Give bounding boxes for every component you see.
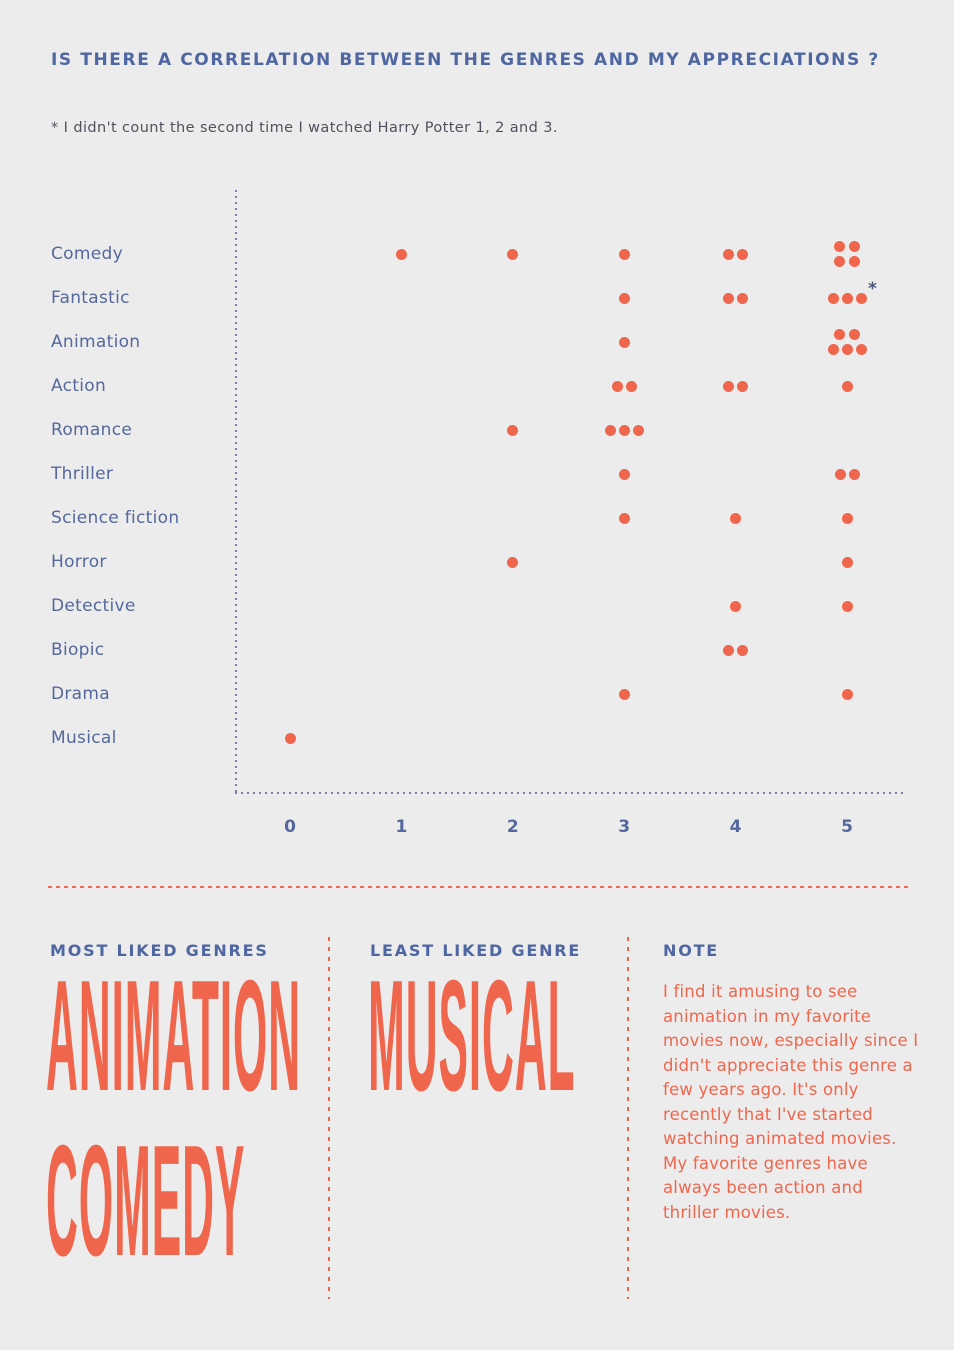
most-liked-heading: MOST LIKED GENRES bbox=[50, 941, 269, 960]
data-dot bbox=[395, 248, 407, 260]
data-dot bbox=[611, 380, 623, 392]
x-axis-line bbox=[235, 792, 905, 794]
genre-label-fantastic: Fantastic bbox=[51, 288, 130, 308]
genre-label-biopic: Biopic bbox=[51, 640, 105, 660]
data-dot bbox=[618, 512, 630, 524]
genre-label-animation: Animation bbox=[51, 332, 141, 352]
y-axis-line bbox=[235, 190, 237, 792]
data-dot bbox=[834, 256, 845, 267]
data-dot bbox=[723, 644, 735, 656]
most-liked-value-animation: ANIMATION bbox=[46, 948, 301, 1124]
harry-potter-asterisk: * bbox=[868, 279, 877, 299]
data-dot bbox=[855, 344, 867, 355]
data-dot bbox=[618, 424, 630, 436]
data-dot bbox=[827, 292, 839, 304]
column-separator-2 bbox=[627, 937, 629, 1299]
genre-label-musical: Musical bbox=[51, 728, 117, 748]
data-dot bbox=[849, 241, 860, 252]
least-liked-value-musical: MUSICAL bbox=[368, 948, 576, 1124]
data-dot bbox=[841, 556, 853, 568]
data-dot bbox=[723, 380, 735, 392]
note-paragraph: I find it amusing to see animation in my… bbox=[663, 982, 919, 1222]
data-dot bbox=[618, 688, 630, 700]
data-dot bbox=[730, 600, 742, 612]
genre-label-comedy: Comedy bbox=[51, 244, 123, 264]
data-dot bbox=[507, 556, 519, 568]
data-dot bbox=[625, 380, 637, 392]
data-dot bbox=[849, 329, 860, 340]
data-dot bbox=[618, 336, 630, 348]
data-dot bbox=[841, 380, 853, 392]
data-dot bbox=[841, 512, 853, 524]
genre-label-drama: Drama bbox=[51, 684, 110, 704]
genre-label-romance: Romance bbox=[51, 420, 133, 440]
x-tick-label-1: 1 bbox=[395, 817, 408, 837]
data-dot bbox=[737, 292, 749, 304]
x-tick-label-3: 3 bbox=[618, 817, 631, 837]
data-dot bbox=[723, 248, 735, 260]
data-dot bbox=[507, 248, 519, 260]
data-dot bbox=[507, 424, 519, 436]
data-dot bbox=[737, 380, 749, 392]
data-dot bbox=[618, 248, 630, 260]
data-dot bbox=[849, 256, 860, 267]
chart-footnote: * I didn't count the second time I watch… bbox=[51, 120, 558, 136]
data-dot bbox=[848, 468, 860, 480]
data-dot bbox=[827, 344, 839, 355]
data-dot bbox=[618, 292, 630, 304]
data-dot bbox=[841, 344, 853, 355]
genre-label-action: Action bbox=[51, 376, 107, 396]
note-heading: NOTE bbox=[663, 941, 720, 960]
data-dot bbox=[737, 248, 749, 260]
x-tick-label-2: 2 bbox=[506, 817, 519, 837]
x-tick-label-5: 5 bbox=[841, 817, 853, 837]
least-liked-heading: LEAST LIKED GENRE bbox=[370, 941, 582, 960]
data-dot bbox=[834, 329, 845, 340]
data-dot bbox=[841, 292, 853, 304]
data-dot bbox=[834, 468, 846, 480]
x-tick-label-4: 4 bbox=[729, 817, 742, 837]
data-dot bbox=[855, 292, 867, 304]
genre-label-thriller: Thriller bbox=[51, 464, 114, 484]
section-divider-line bbox=[48, 886, 908, 888]
page-title: IS THERE A CORRELATION BETWEEN THE GENRE… bbox=[51, 50, 880, 70]
data-dot bbox=[737, 644, 749, 656]
data-dot bbox=[841, 600, 853, 612]
data-dot bbox=[834, 241, 845, 252]
data-dot bbox=[730, 512, 742, 524]
data-dot bbox=[618, 468, 630, 480]
most-liked-value-comedy: COMEDY bbox=[46, 1113, 246, 1289]
genre-label-horror: Horror bbox=[51, 552, 107, 572]
genre-label-detective: Detective bbox=[51, 596, 136, 616]
data-dot bbox=[604, 424, 616, 436]
x-tick-label-0: 0 bbox=[284, 817, 296, 837]
genre-label-science-fiction: Science fiction bbox=[51, 508, 180, 528]
data-dot bbox=[723, 292, 735, 304]
data-dot bbox=[284, 732, 296, 744]
data-dot bbox=[841, 688, 853, 700]
data-dot bbox=[632, 424, 644, 436]
column-separator-1 bbox=[328, 937, 330, 1299]
